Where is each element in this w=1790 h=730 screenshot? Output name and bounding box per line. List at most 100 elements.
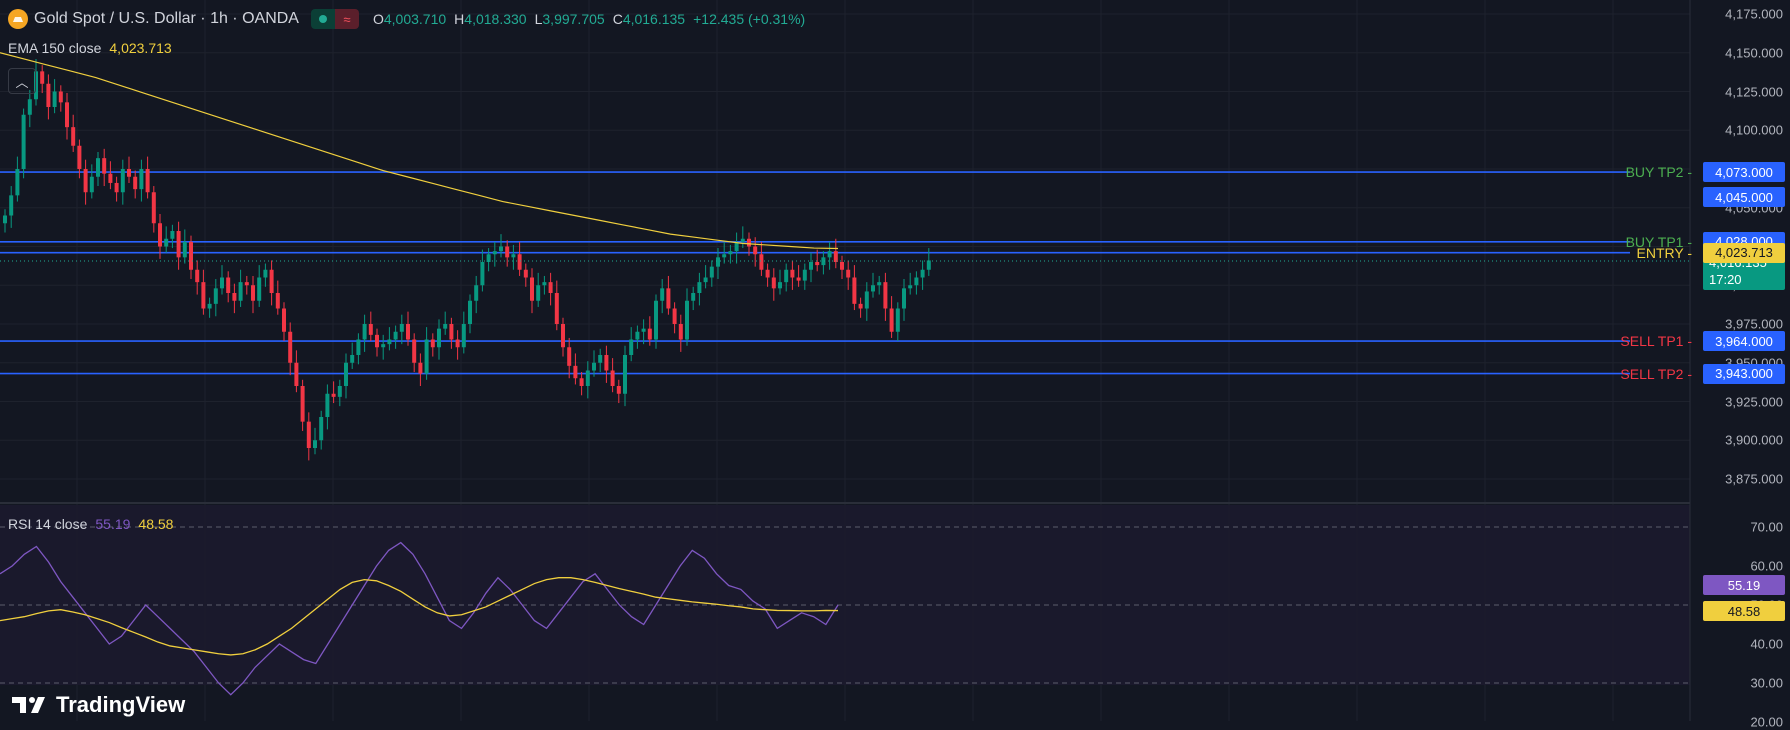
- candle-body: [623, 355, 627, 394]
- candle-body: [740, 238, 745, 242]
- candle-body: [21, 114, 26, 169]
- candle-body: [778, 282, 782, 289]
- candle-body: [226, 277, 231, 293]
- candle-body: [536, 285, 541, 301]
- tradingview-logo[interactable]: TradingView: [12, 692, 185, 718]
- low-value: 3,997.705: [542, 11, 605, 27]
- candle-body: [27, 99, 32, 115]
- candle-body: [393, 331, 398, 340]
- candle-body: [269, 269, 274, 293]
- level-label[interactable]: SELL TP2 -: [1620, 365, 1692, 382]
- rsi-tick: 20.00: [1750, 714, 1783, 730]
- candle-body: [561, 324, 565, 348]
- candle-body: [412, 339, 417, 363]
- collapse-legend-button[interactable]: ︿: [8, 68, 36, 94]
- candle-body: [65, 102, 69, 128]
- rsi-value-badge: 55.19: [1703, 575, 1785, 595]
- candle-body: [356, 339, 361, 355]
- gold-coin-icon: [8, 9, 28, 29]
- candle-body: [449, 324, 454, 340]
- candle-body: [753, 246, 758, 255]
- ema-legend[interactable]: EMA 150 close 4,023.713: [8, 40, 172, 56]
- candle-body: [89, 176, 94, 193]
- candle-body: [833, 251, 838, 262]
- candle-body: [238, 282, 243, 301]
- candle-body: [722, 254, 727, 258]
- candle-body: [288, 331, 293, 363]
- candle-body: [114, 182, 119, 193]
- level-label[interactable]: BUY TP2 -: [1625, 164, 1692, 181]
- candle-body: [306, 421, 311, 448]
- level-label[interactable]: BUY TP1 -: [1625, 233, 1692, 250]
- candle-body: [300, 386, 305, 422]
- price-tick: 3,975.000: [1725, 316, 1783, 332]
- candle-body: [629, 339, 634, 355]
- market-status-pill[interactable]: ≈: [310, 9, 359, 29]
- candle-body: [15, 169, 20, 196]
- candle-body: [325, 393, 330, 417]
- ema-value: 4,023.713: [109, 40, 172, 56]
- candle-body: [145, 169, 150, 193]
- candle-body: [654, 300, 658, 340]
- candle-body: [71, 127, 76, 146]
- candle-body: [672, 308, 677, 324]
- candle-body: [344, 362, 348, 386]
- rsi-ma-line: [0, 577, 839, 656]
- candle-body: [815, 262, 820, 266]
- price-tick: 4,100.000: [1725, 122, 1783, 138]
- level-badge-extra: 4,045.000: [1703, 187, 1785, 207]
- candle-body: [319, 417, 324, 441]
- candle-body: [350, 355, 355, 363]
- candle-body: [871, 285, 875, 292]
- candle-body: [213, 288, 218, 304]
- candle-body: [895, 308, 900, 332]
- candle-body: [877, 282, 882, 286]
- candle-body: [455, 339, 460, 348]
- candle-body: [275, 293, 280, 309]
- candle-body: [164, 238, 169, 247]
- rsi-tick: 40.00: [1750, 636, 1783, 652]
- candle-body: [176, 231, 181, 258]
- level-label[interactable]: SELL TP1 -: [1620, 333, 1692, 350]
- candle-body: [585, 370, 590, 386]
- candle-body: [759, 254, 764, 270]
- candle-body: [424, 339, 429, 374]
- level-label[interactable]: ENTRY -: [1636, 244, 1693, 261]
- candle-body: [517, 254, 522, 270]
- candle-body: [567, 347, 572, 366]
- candle-body: [102, 158, 107, 174]
- candle-body: [96, 158, 100, 177]
- candle-body: [703, 277, 708, 283]
- symbol-title[interactable]: Gold Spot / U.S. Dollar · 1h · OANDA: [34, 10, 299, 27]
- candle-body: [337, 386, 342, 397]
- candle-body: [635, 331, 640, 340]
- candle-body: [511, 254, 516, 258]
- candle-body: [257, 277, 262, 301]
- ema-label: EMA 150 close: [8, 40, 102, 56]
- market-open-icon: [310, 9, 335, 29]
- candle-body: [598, 355, 603, 363]
- candle-body: [610, 370, 615, 386]
- candle-body: [716, 257, 720, 267]
- candle-body: [120, 169, 125, 193]
- rsi-tick: 70.00: [1750, 519, 1783, 535]
- candle-body: [294, 362, 299, 386]
- candle-body: [430, 339, 435, 348]
- candle-body: [902, 288, 906, 309]
- candle-body: [790, 269, 795, 278]
- candle-body: [666, 288, 671, 309]
- candle-body: [920, 269, 925, 278]
- candle-body: [399, 324, 404, 332]
- change-value: +12.435 (+0.31%): [693, 11, 806, 27]
- candle-body: [282, 308, 286, 332]
- rsi-legend[interactable]: RSI 14 close 55.19 48.58: [8, 516, 173, 532]
- candle-body: [468, 300, 472, 324]
- candle-body: [604, 355, 609, 371]
- bar-countdown: 17:20: [1709, 272, 1742, 287]
- candle-body: [796, 277, 801, 281]
- candle-body: [52, 91, 57, 107]
- candle-body: [158, 223, 162, 247]
- candle-body: [207, 303, 212, 309]
- candle-body: [418, 362, 423, 374]
